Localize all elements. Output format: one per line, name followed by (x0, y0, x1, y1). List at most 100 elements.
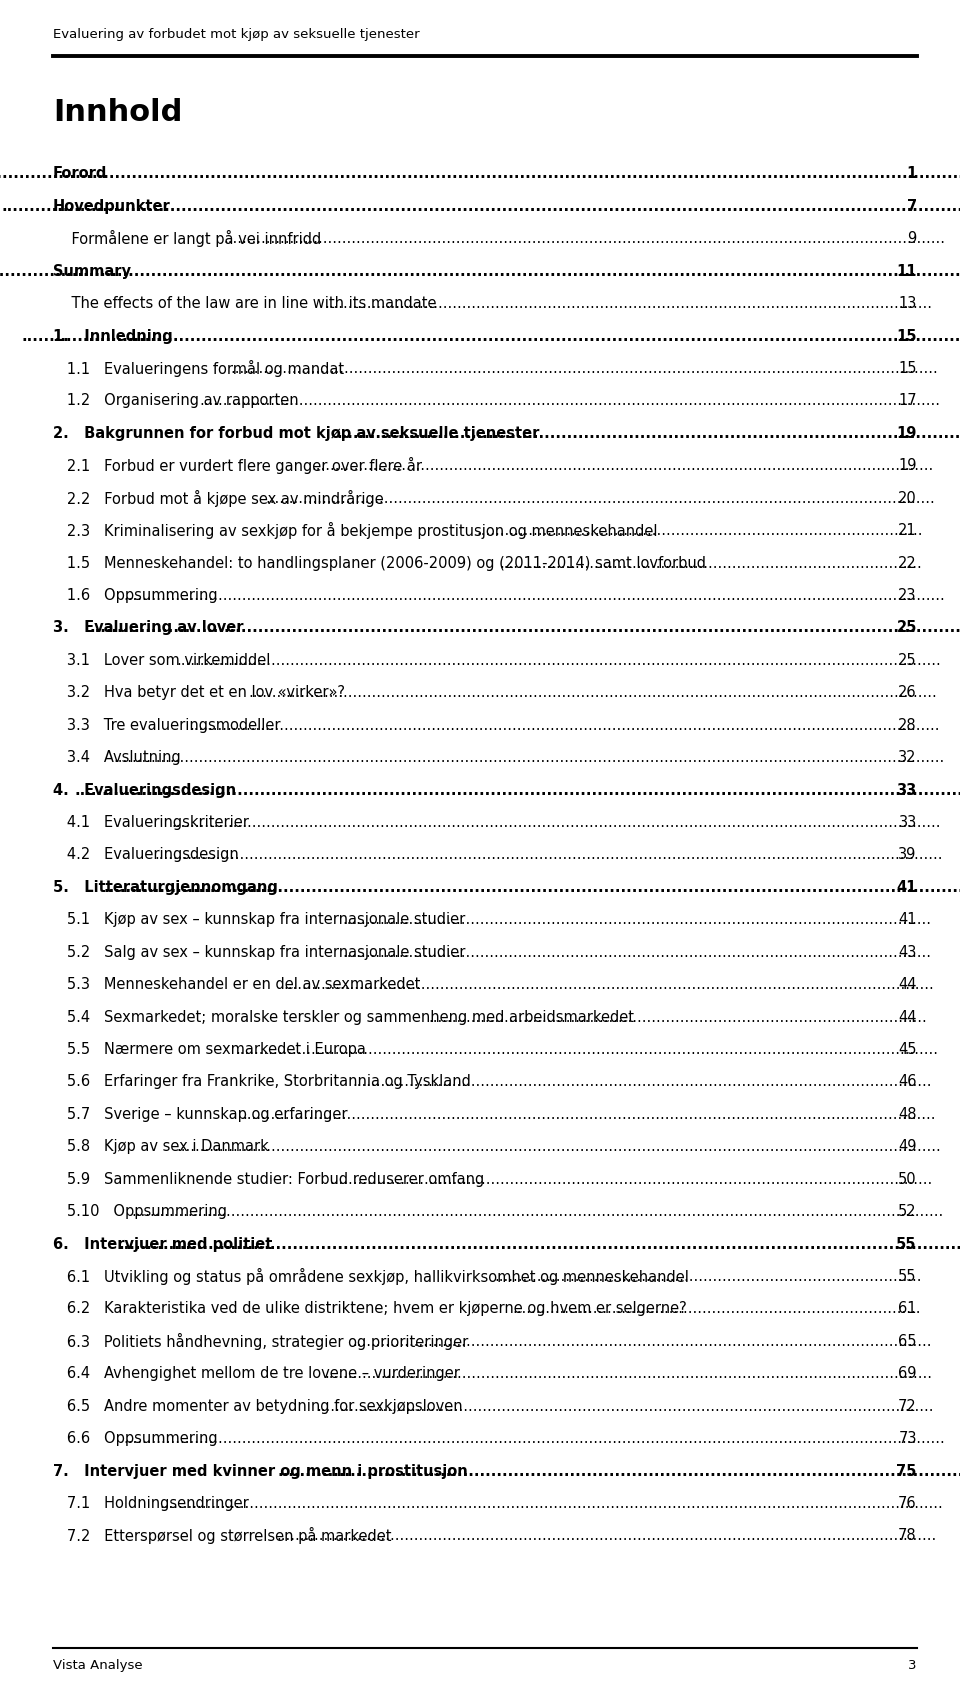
Text: ................................................................................: ........................................… (494, 1268, 922, 1284)
Text: ................................................................................: ........................................… (266, 491, 935, 505)
Text: ................................................................................: ........................................… (223, 231, 945, 247)
Text: 33: 33 (897, 782, 917, 797)
Text: ................................................................................: ........................................… (119, 1236, 960, 1252)
Text: ................................................................................: ........................................… (177, 654, 942, 667)
Text: 46: 46 (899, 1074, 917, 1089)
Text: 5.5   Nærmere om sexmarkedet i Europa: 5.5 Nærmere om sexmarkedet i Europa (53, 1042, 366, 1057)
Text: 44: 44 (899, 978, 917, 991)
Text: 3.   Evaluering av lover: 3. Evaluering av lover (53, 620, 243, 635)
Text: 3: 3 (908, 1659, 917, 1672)
Text: ................................................................................: ........................................… (159, 1496, 943, 1512)
Text: 41: 41 (897, 880, 917, 895)
Text: 3.4   Avslutning: 3.4 Avslutning (53, 750, 180, 765)
Text: 5.2   Salg av sex – kunnskap fra internasjonale studier: 5.2 Salg av sex – kunnskap fra internasj… (53, 944, 466, 959)
Text: 5.6   Erfaringer fra Frankrike, Storbritannia og Tyskland: 5.6 Erfaringer fra Frankrike, Storbritan… (53, 1074, 470, 1089)
Text: ................................................................................: ........................................… (200, 394, 941, 409)
Text: ................................................................................: ........................................… (2, 199, 960, 215)
Text: ................................................................................: ........................................… (124, 588, 946, 603)
Text: 6.   Intervjuer med politiet: 6. Intervjuer med politiet (53, 1236, 273, 1252)
Text: 1.6   Oppsummering: 1.6 Oppsummering (53, 588, 217, 603)
Text: 5.10   Oppsummering: 5.10 Oppsummering (53, 1204, 227, 1219)
Text: 5.7   Sverige – kunnskap og erfaringer: 5.7 Sverige – kunnskap og erfaringer (53, 1106, 348, 1121)
Text: Forord: Forord (53, 167, 108, 181)
Text: ................................................................................: ........................................… (230, 361, 938, 377)
Text: 78: 78 (899, 1529, 917, 1544)
Text: ................................................................................: ........................................… (428, 1010, 927, 1025)
Text: 6.1   Utvikling og status på områdene sexkjøp, hallikvirksomhet og menneskehande: 6.1 Utvikling og status på områdene sexk… (53, 1268, 688, 1285)
Text: 23: 23 (899, 588, 917, 603)
Text: The effects of the law are in line with its mandate: The effects of the law are in line with … (53, 296, 436, 311)
Text: ................................................................................: ........................................… (312, 458, 934, 473)
Text: Innhold: Innhold (53, 98, 182, 127)
Text: 5.8   Kjøp av sex i Danmark: 5.8 Kjøp av sex i Danmark (53, 1140, 269, 1154)
Text: 6.4   Avhengighet mellom de tre lovene – vurderinger: 6.4 Avhengighet mellom de tre lovene – v… (53, 1366, 460, 1382)
Text: ................................................................................: ........................................… (124, 1431, 946, 1446)
Text: ................................................................................: ........................................… (477, 524, 924, 539)
Text: 22: 22 (898, 556, 917, 571)
Text: 6.5   Andre momenter av betydning for sexkjøpsloven: 6.5 Andre momenter av betydning for sexk… (53, 1398, 463, 1414)
Text: 1.   Innledning: 1. Innledning (53, 329, 173, 343)
Text: Formålene er langt på vei innfridd: Formålene er langt på vei innfridd (53, 230, 321, 247)
Text: 2.1   Forbud er vurdert flere ganger over flere år: 2.1 Forbud er vurdert flere ganger over … (53, 458, 421, 475)
Text: 7.2   Etterspørsel og størrelsen på markedet: 7.2 Etterspørsel og størrelsen på marked… (53, 1527, 392, 1544)
Text: ................................................................................: ........................................… (89, 620, 960, 635)
Text: 25: 25 (899, 654, 917, 667)
Text: 41: 41 (899, 912, 917, 927)
Text: ................................................................................: ........................................… (189, 718, 940, 733)
Text: ................................................................................: ........................................… (22, 329, 960, 343)
Text: 5.3   Menneskehandel er en del av sexmarkedet: 5.3 Menneskehandel er en del av sexmarke… (53, 978, 420, 991)
Text: 6.6   Oppsummering: 6.6 Oppsummering (53, 1431, 217, 1446)
Text: ................................................................................: ........................................… (0, 263, 960, 279)
Text: 17: 17 (899, 394, 917, 409)
Text: 72: 72 (898, 1398, 917, 1414)
Text: 76: 76 (899, 1496, 917, 1512)
Text: ................................................................................: ........................................… (336, 426, 960, 441)
Text: ................................................................................: ........................................… (154, 848, 943, 863)
Text: 6.2   Karakteristika ved de ulike distriktene; hvem er kjøperne og hvem er selge: 6.2 Karakteristika ved de ulike distrikt… (53, 1302, 686, 1316)
Text: 5.9   Sammenliknende studier: Forbud reduserer omfang: 5.9 Sammenliknende studier: Forbud redus… (53, 1172, 484, 1187)
Text: 39: 39 (899, 848, 917, 863)
Text: ................................................................................: ........................................… (248, 686, 937, 701)
Text: 19: 19 (897, 426, 917, 441)
Text: ................................................................................: ........................................… (172, 816, 941, 829)
Text: 19: 19 (899, 458, 917, 473)
Text: 1: 1 (906, 167, 917, 181)
Text: 52: 52 (899, 1204, 917, 1219)
Text: 4.1   Evalueringskriterier: 4.1 Evalueringskriterier (53, 816, 249, 829)
Text: 50: 50 (899, 1172, 917, 1187)
Text: 2.   Bakgrunnen for forbud mot kjøp av seksuelle tjenester: 2. Bakgrunnen for forbud mot kjøp av sek… (53, 426, 540, 441)
Text: 1.5   Menneskehandel: to handlingsplaner (2006-2009) og (2011-2014) samt lovforb: 1.5 Menneskehandel: to handlingsplaner (… (53, 556, 706, 571)
Text: 49: 49 (899, 1140, 917, 1154)
Text: 1.2   Organisering av rapporten: 1.2 Organisering av rapporten (53, 394, 299, 409)
Text: 5.   Litteraturgjennomgang: 5. Litteraturgjennomgang (53, 880, 277, 895)
Text: ................................................................................: ........................................… (131, 1204, 944, 1219)
Text: 44: 44 (899, 1010, 917, 1025)
Text: ................................................................................: ........................................… (104, 880, 960, 895)
Text: 55: 55 (897, 1236, 917, 1252)
Text: ................................................................................: ........................................… (513, 1302, 921, 1316)
Text: ................................................................................: ........................................… (342, 912, 931, 927)
Text: 5.1   Kjøp av sex – kunnskap fra internasjonale studier: 5.1 Kjøp av sex – kunnskap fra internasj… (53, 912, 465, 927)
Text: 75: 75 (897, 1464, 917, 1478)
Text: 3.2   Hva betyr det et en lov «virker»?: 3.2 Hva betyr det et en lov «virker»? (53, 686, 345, 701)
Text: 13: 13 (899, 296, 917, 311)
Text: ................................................................................: ........................................… (317, 1398, 934, 1414)
Text: 2.3   Kriminalisering av sexkjøp for å bekjempe prostitusjon og menneskehandel: 2.3 Kriminalisering av sexkjøp for å bek… (53, 522, 658, 539)
Text: 21: 21 (899, 524, 917, 539)
Text: ................................................................................: ........................................… (75, 782, 960, 797)
Text: ................................................................................: ........................................… (276, 1529, 936, 1544)
Text: 43: 43 (899, 944, 917, 959)
Text: 45: 45 (899, 1042, 917, 1057)
Text: Hovedpunkter: Hovedpunkter (53, 199, 171, 215)
Text: ................................................................................: ........................................… (0, 167, 960, 181)
Text: 7.1   Holdningsendringer: 7.1 Holdningsendringer (53, 1496, 249, 1512)
Text: ................................................................................: ........................................… (499, 556, 923, 571)
Text: 25: 25 (897, 620, 917, 635)
Text: ................................................................................: ........................................… (235, 1042, 938, 1057)
Text: 73: 73 (899, 1431, 917, 1446)
Text: ................................................................................: ........................................… (324, 1366, 932, 1382)
Text: Summary: Summary (53, 263, 131, 279)
Text: 3.1   Lover som virkemiddel: 3.1 Lover som virkemiddel (53, 654, 270, 667)
Text: 2.2   Forbud mot å kjøpe sex av mindrårige: 2.2 Forbud mot å kjøpe sex av mindrårige (53, 490, 384, 507)
Text: 3.3   Tre evalueringsmodeller: 3.3 Tre evalueringsmodeller (53, 718, 280, 733)
